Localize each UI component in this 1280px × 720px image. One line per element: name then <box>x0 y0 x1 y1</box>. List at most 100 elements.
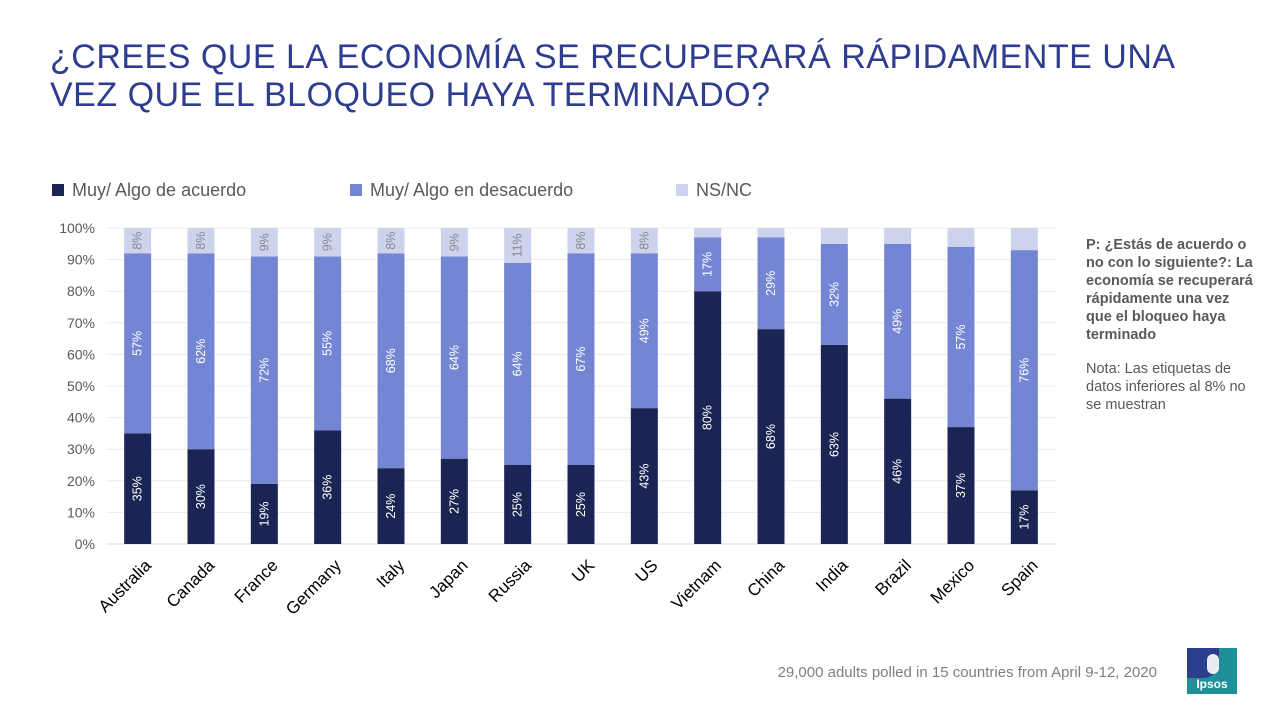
x-category-label: India <box>812 556 852 596</box>
y-tick-label: 30% <box>67 441 95 457</box>
data-label: 19% <box>257 501 271 526</box>
data-label: 25% <box>574 492 588 517</box>
bar-ns-nc-japan <box>440 228 468 257</box>
data-label: 29% <box>764 271 778 296</box>
x-category-label: UK <box>568 555 599 586</box>
data-label: 63% <box>827 432 841 457</box>
data-label: 49% <box>891 309 905 334</box>
bar-ns-nc-vietnam <box>694 228 722 238</box>
data-label: 32% <box>827 282 841 307</box>
data-label: 46% <box>891 459 905 484</box>
data-label: 9% <box>257 233 271 251</box>
data-label: 57% <box>131 331 145 356</box>
data-label: 67% <box>574 347 588 372</box>
data-label: 80% <box>701 405 715 430</box>
y-tick-label: 60% <box>67 346 95 362</box>
bar-muy-algo-en-desacuerdo-italy <box>377 253 405 469</box>
bar-ns-nc-france <box>250 228 278 257</box>
y-tick-label: 50% <box>67 378 95 394</box>
legend-swatch-nsnc <box>676 184 688 196</box>
data-label: 35% <box>131 476 145 501</box>
data-label: 8% <box>194 232 208 250</box>
logo-mark-icon <box>1207 654 1219 674</box>
data-label: 11% <box>511 233 525 257</box>
bar-muy-algo-en-desacuerdo-germany <box>314 256 342 431</box>
bar-ns-nc-china <box>757 228 785 238</box>
y-tick-label: 20% <box>67 473 95 489</box>
x-category-label: Australia <box>95 555 156 616</box>
bar-muy-algo-en-desacuerdo-vietnam <box>694 237 722 292</box>
side-nota: Nota: Las etiquetas de datos inferiores … <box>1086 361 1246 413</box>
y-tick-label: 0% <box>75 536 95 552</box>
logo-text: Ipsos <box>1196 677 1228 691</box>
bar-muy-algo-de-acuerdo-germany <box>314 430 342 544</box>
data-label: 57% <box>954 325 968 350</box>
bar-ns-nc-uk <box>567 228 595 254</box>
ipsos-logo: Ipsos <box>1187 648 1237 694</box>
data-label: 68% <box>384 348 398 373</box>
x-category-label: Russia <box>485 555 536 606</box>
data-label: 43% <box>637 464 651 489</box>
x-category-label: Spain <box>997 556 1041 600</box>
legend-item-nsnc: NS/NC <box>676 179 752 201</box>
bar-muy-algo-en-desacuerdo-china <box>757 237 785 330</box>
data-label: 17% <box>1017 505 1031 530</box>
bar-muy-algo-en-desacuerdo-australia <box>124 253 152 434</box>
data-label: 8% <box>637 232 651 250</box>
bar-ns-nc-spain <box>1010 228 1038 251</box>
data-label: 8% <box>131 232 145 250</box>
y-tick-label: 40% <box>67 410 95 426</box>
bar-muy-algo-en-desacuerdo-spain <box>1010 250 1038 491</box>
y-tick-label: 80% <box>67 283 95 299</box>
x-category-label: Vietnam <box>668 556 725 613</box>
data-label: 76% <box>1017 358 1031 383</box>
data-label: 17% <box>701 252 715 277</box>
bar-muy-algo-de-acuerdo-japan <box>440 458 468 544</box>
side-question: P: ¿Estás de acuerdo o no con lo siguien… <box>1086 237 1253 343</box>
data-label: 9% <box>321 233 335 251</box>
bar-muy-algo-en-desacuerdo-mexico <box>947 246 975 428</box>
bar-ns-nc-russia <box>504 228 532 263</box>
bar-muy-algo-en-desacuerdo-india <box>820 243 848 345</box>
data-label: 55% <box>321 331 335 356</box>
page-title: ¿CREES QUE LA ECONOMÍA SE RECUPERARÁ RÁP… <box>50 38 1174 114</box>
bar-muy-algo-en-desacuerdo-uk <box>567 253 595 465</box>
bar-muy-algo-de-acuerdo-australia <box>124 433 152 544</box>
bar-muy-algo-de-acuerdo-canada <box>187 449 215 544</box>
legend-label-agree: Muy/ Algo de acuerdo <box>72 179 247 200</box>
bar-ns-nc-brazil <box>884 228 912 244</box>
bar-muy-algo-en-desacuerdo-france <box>250 256 278 484</box>
footer-source: 29,000 adults polled in 15 countries fro… <box>777 664 1157 681</box>
data-label: 8% <box>574 232 588 250</box>
data-label: 30% <box>194 484 208 509</box>
bar-muy-algo-en-desacuerdo-us <box>630 253 658 409</box>
bar-ns-nc-australia <box>124 228 152 254</box>
legend-swatch-disagree <box>350 184 362 196</box>
x-category-label: US <box>632 556 662 586</box>
data-label: 68% <box>764 424 778 449</box>
y-tick-label: 70% <box>67 315 95 331</box>
data-label: 36% <box>321 475 335 500</box>
bar-ns-nc-us <box>630 228 658 254</box>
x-category-label: Japan <box>425 556 471 602</box>
data-label: 25% <box>511 492 525 517</box>
legend-item-disagree: Muy/ Algo en desacuerdo <box>350 179 573 201</box>
data-label: 27% <box>447 489 461 514</box>
bar-muy-algo-en-desacuerdo-japan <box>440 256 468 459</box>
data-label: 64% <box>511 351 525 376</box>
data-label: 24% <box>384 494 398 519</box>
legend-label-nsnc: NS/NC <box>696 179 753 200</box>
bar-muy-algo-de-acuerdo-russia <box>504 465 532 544</box>
data-label: 64% <box>447 345 461 370</box>
data-label: 49% <box>637 318 651 343</box>
bar-muy-algo-en-desacuerdo-brazil <box>884 243 912 399</box>
x-category-label: Italy <box>373 556 409 592</box>
data-label: 9% <box>447 233 461 251</box>
bar-ns-nc-italy <box>377 228 405 254</box>
bar-ns-nc-canada <box>187 228 215 254</box>
bar-muy-algo-de-acuerdo-brazil <box>884 398 912 544</box>
y-tick-label: 10% <box>67 504 95 520</box>
legend-swatch-agree <box>52 184 64 196</box>
bar-muy-algo-de-acuerdo-vietnam <box>694 291 722 544</box>
